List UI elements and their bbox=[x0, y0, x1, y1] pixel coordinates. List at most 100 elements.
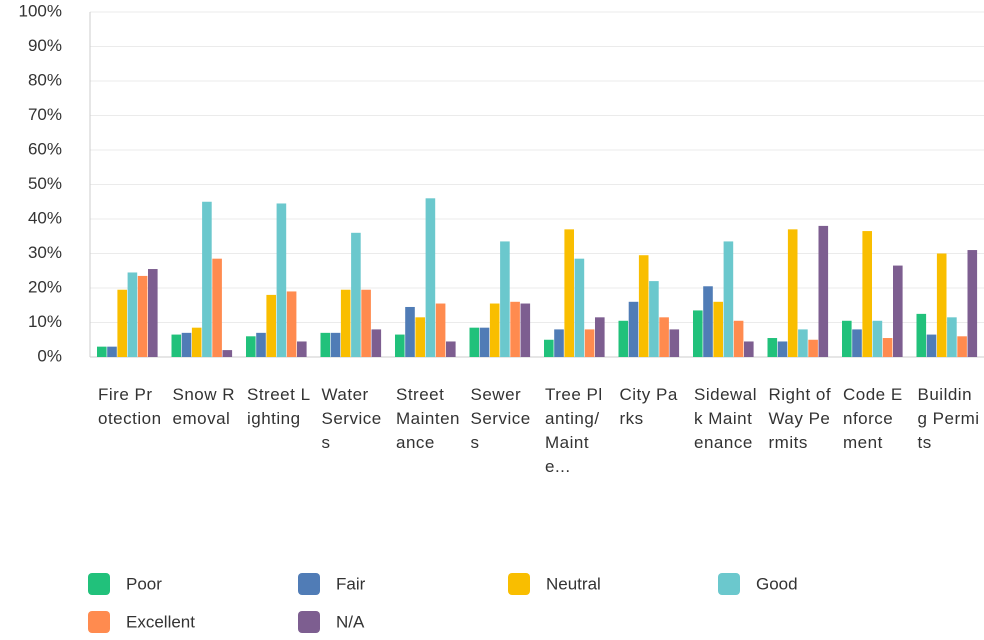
bar bbox=[469, 327, 480, 357]
x-tick-label: Code Enforcement bbox=[843, 385, 903, 452]
bar bbox=[181, 332, 192, 357]
bar bbox=[936, 253, 947, 357]
bar bbox=[564, 229, 574, 357]
bar bbox=[107, 346, 117, 357]
bar bbox=[808, 339, 818, 357]
y-tick-label: 0% bbox=[37, 346, 62, 365]
y-tick-label: 40% bbox=[28, 208, 62, 227]
legend-swatch bbox=[298, 573, 320, 595]
bar bbox=[127, 272, 138, 357]
bar bbox=[446, 341, 456, 357]
bar bbox=[628, 301, 639, 357]
bar bbox=[276, 203, 287, 357]
bar bbox=[638, 255, 649, 357]
x-tick-label: Sewer Services bbox=[470, 385, 531, 452]
y-tick-label: 90% bbox=[28, 36, 62, 55]
bar bbox=[733, 320, 744, 357]
y-tick-label: 80% bbox=[28, 70, 62, 89]
bar bbox=[916, 313, 927, 357]
legend-label: Fair bbox=[336, 574, 366, 593]
bar bbox=[842, 320, 852, 357]
bar bbox=[361, 289, 371, 357]
bar bbox=[787, 229, 798, 357]
bar bbox=[744, 341, 754, 357]
bar bbox=[286, 291, 297, 357]
bar bbox=[137, 275, 148, 357]
bar bbox=[693, 310, 703, 357]
legend-label: Excellent bbox=[126, 612, 195, 631]
bar bbox=[893, 265, 903, 357]
bar bbox=[520, 303, 531, 357]
bar bbox=[882, 338, 893, 357]
x-tick-label: City Parks bbox=[619, 385, 678, 428]
bar bbox=[595, 317, 605, 357]
x-tick-label: Tree Planting/Mainte... bbox=[545, 385, 603, 476]
bar bbox=[479, 327, 490, 357]
bar bbox=[330, 332, 341, 357]
bar bbox=[415, 317, 425, 357]
x-tick-label: Fire Protection bbox=[98, 385, 162, 428]
bar bbox=[798, 329, 808, 357]
bar bbox=[926, 334, 937, 357]
bar bbox=[852, 329, 862, 357]
bar bbox=[117, 289, 127, 357]
x-tick-label: Building Permits bbox=[917, 385, 980, 452]
bar bbox=[500, 241, 510, 357]
y-tick-label: 10% bbox=[28, 312, 62, 331]
x-tick-label: Right of Way Permits bbox=[768, 385, 832, 452]
legend-swatch bbox=[298, 611, 320, 633]
bar bbox=[777, 341, 788, 357]
bar bbox=[222, 350, 233, 357]
bar bbox=[649, 281, 659, 357]
bar bbox=[703, 286, 713, 357]
bar bbox=[872, 320, 883, 357]
bar bbox=[340, 289, 351, 357]
bar bbox=[489, 303, 500, 357]
legend-label: N/A bbox=[336, 612, 365, 631]
x-tick-label: Water Services bbox=[321, 385, 382, 452]
y-tick-label: 50% bbox=[28, 174, 62, 193]
bar bbox=[947, 317, 957, 357]
bar bbox=[148, 269, 158, 357]
bar bbox=[618, 320, 629, 357]
bar bbox=[371, 329, 382, 357]
bar bbox=[395, 334, 405, 357]
bar bbox=[246, 336, 256, 357]
x-tick-label: Street Maintenance bbox=[396, 385, 460, 452]
bar bbox=[351, 232, 361, 357]
x-tick-label: Snow Removal bbox=[172, 385, 236, 428]
y-tick-label: 70% bbox=[28, 105, 62, 124]
bar bbox=[862, 231, 872, 357]
bar bbox=[669, 329, 680, 357]
bar bbox=[202, 201, 212, 357]
bar bbox=[256, 332, 266, 357]
bar bbox=[97, 346, 107, 357]
y-tick-label: 30% bbox=[28, 243, 62, 262]
legend-swatch bbox=[718, 573, 740, 595]
bar bbox=[554, 329, 564, 357]
legend-label: Good bbox=[756, 574, 798, 593]
legend-swatch bbox=[508, 573, 530, 595]
bar bbox=[544, 339, 554, 357]
bar bbox=[266, 294, 276, 357]
bar bbox=[957, 336, 967, 357]
bar bbox=[191, 327, 202, 357]
x-tick-label: Street Lighting bbox=[247, 385, 311, 428]
y-tick-label: 60% bbox=[28, 139, 62, 158]
bar bbox=[320, 332, 331, 357]
x-tick-label: Sidewalk Maintenance bbox=[694, 385, 758, 452]
bar bbox=[435, 303, 446, 357]
y-tick-label: 100% bbox=[19, 1, 62, 20]
legend-swatch bbox=[88, 611, 110, 633]
bar bbox=[405, 306, 415, 357]
bar bbox=[425, 198, 436, 357]
bar bbox=[723, 241, 734, 357]
bar bbox=[967, 250, 978, 357]
bar bbox=[297, 341, 307, 357]
bar bbox=[171, 334, 182, 357]
y-tick-label: 20% bbox=[28, 277, 62, 296]
bar bbox=[818, 225, 829, 357]
bar bbox=[212, 258, 222, 357]
